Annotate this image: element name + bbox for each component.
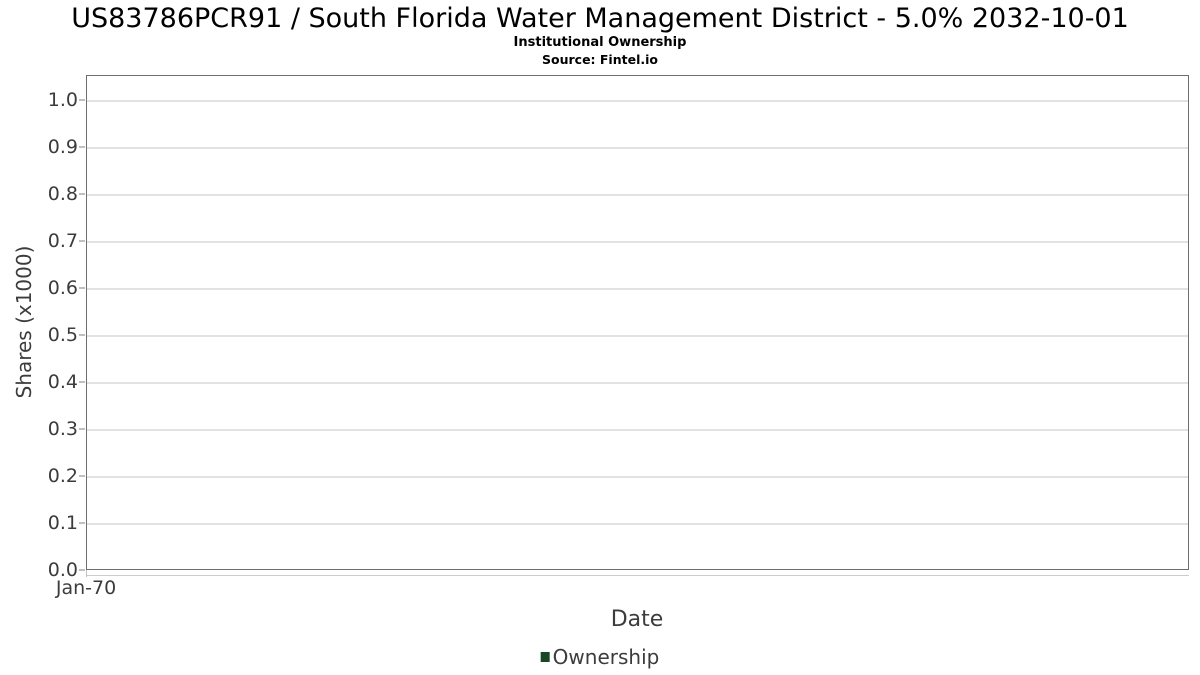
chart-title: US83786PCR91 / South Florida Water Manag… <box>71 3 1129 34</box>
x-tick-mark <box>85 570 87 577</box>
y-tick-label: 0.9 <box>47 136 78 158</box>
y-tick-mark <box>79 146 85 148</box>
y-tick-mark <box>79 334 85 336</box>
gridline <box>87 429 1188 431</box>
y-tick-mark <box>79 428 85 430</box>
gridline <box>87 147 1188 149</box>
gridline <box>87 335 1188 337</box>
y-tick-label: 0.6 <box>47 277 78 299</box>
plot-area <box>86 75 1189 570</box>
y-tick-label: 0.5 <box>47 324 78 346</box>
y-tick-label: 0.8 <box>47 183 78 205</box>
gridline <box>87 241 1188 243</box>
legend: Ownership <box>540 645 660 669</box>
y-tick-mark <box>79 381 85 383</box>
y-tick-label: 0.2 <box>47 465 78 487</box>
y-tick-label: 1.0 <box>47 89 78 111</box>
legend-swatch-icon <box>540 652 550 662</box>
gridline <box>87 476 1188 478</box>
gridline <box>87 382 1188 384</box>
y-tick-label: 0.1 <box>47 512 78 534</box>
x-axis-line <box>86 574 1189 576</box>
y-tick-label: 0.7 <box>47 230 78 252</box>
y-axis-label: Shares (x1000) <box>12 245 36 399</box>
gridline <box>87 194 1188 196</box>
gridline <box>87 100 1188 102</box>
y-tick-label: 0.4 <box>47 371 78 393</box>
chart-source: Source: Fintel.io <box>542 52 658 67</box>
x-tick-label: Jan-70 <box>55 577 117 599</box>
y-tick-label: 0.0 <box>47 559 78 581</box>
gridline <box>87 523 1188 525</box>
y-tick-mark <box>79 240 85 242</box>
x-axis-label: Date <box>610 607 664 632</box>
gridline <box>87 288 1188 290</box>
y-tick-mark <box>79 475 85 477</box>
y-tick-mark <box>79 193 85 195</box>
y-tick-mark <box>79 287 85 289</box>
y-tick-mark <box>79 522 85 524</box>
y-tick-mark <box>79 569 85 571</box>
y-tick-mark <box>79 99 85 101</box>
legend-label: Ownership <box>552 645 660 669</box>
chart-subtitle: Institutional Ownership <box>513 35 687 50</box>
y-tick-label: 0.3 <box>47 418 78 440</box>
